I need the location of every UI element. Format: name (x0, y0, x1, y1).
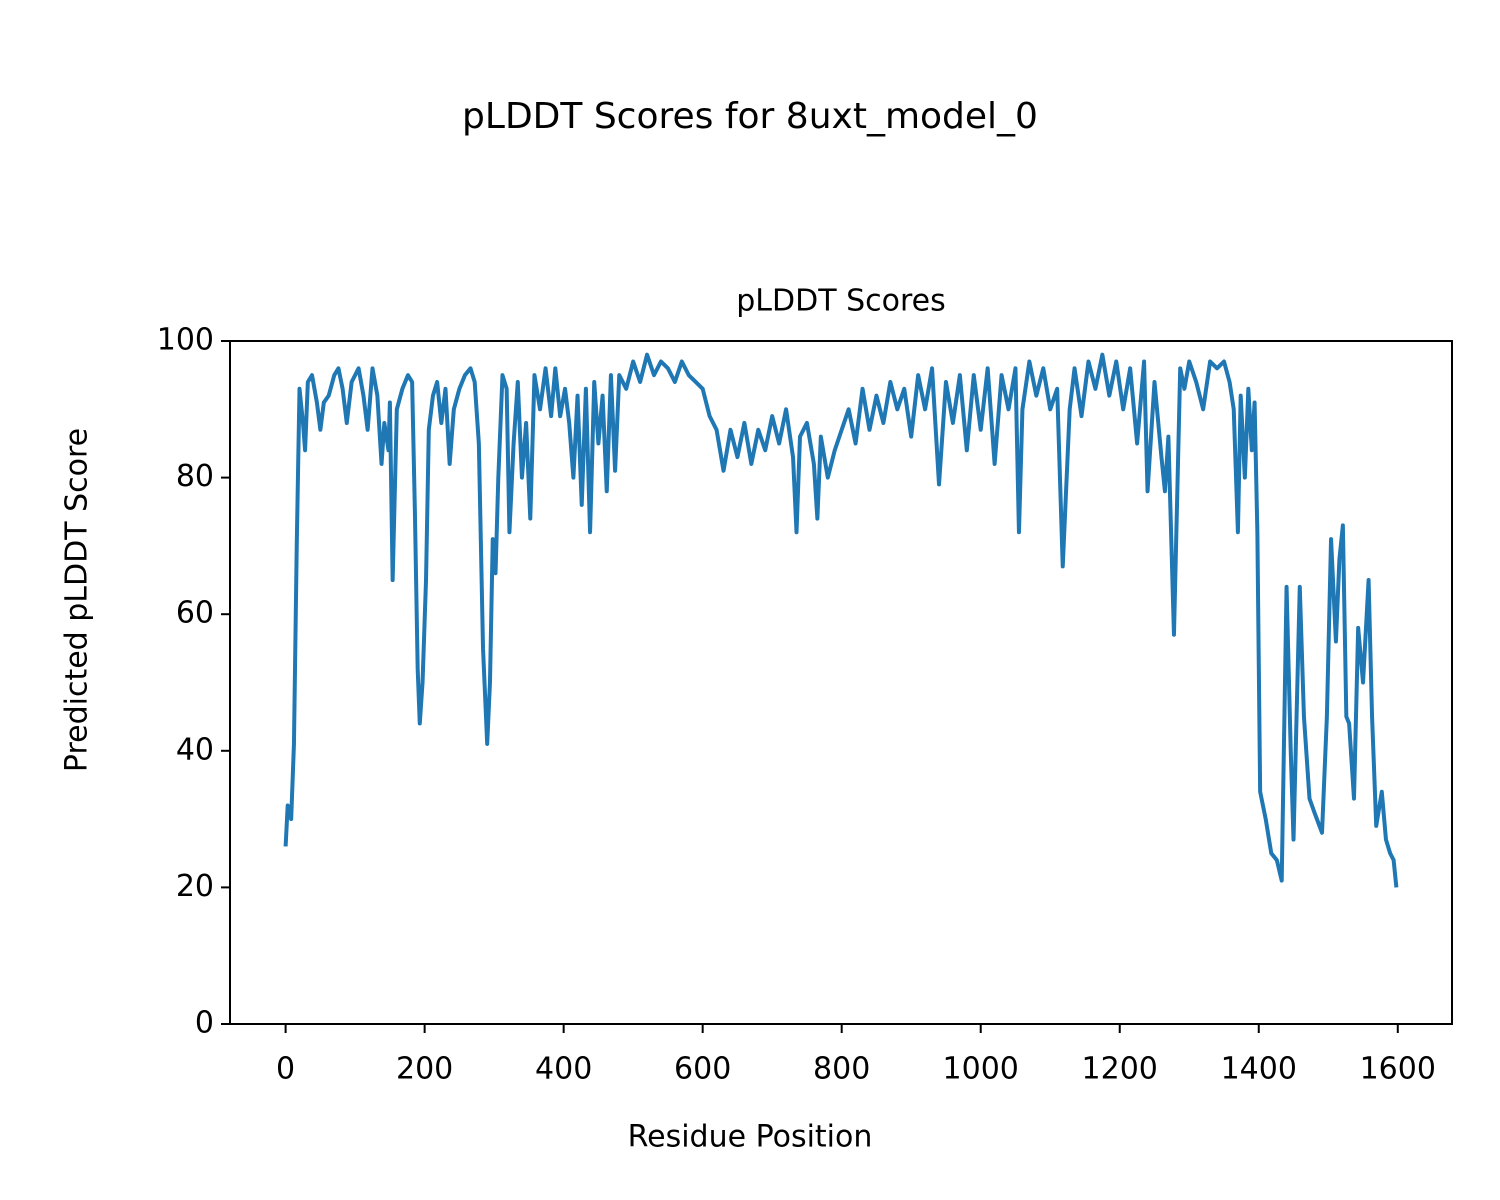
y-axis-label: Predicted pLDDT Score (60, 428, 95, 772)
y-tick-label: 40 (176, 732, 214, 767)
data-line (283, 352, 1399, 888)
y-tick-label: 60 (176, 596, 214, 631)
x-tick-label: 1200 (1082, 1052, 1158, 1087)
x-tick-label: 1400 (1221, 1052, 1297, 1087)
y-tick-label: 100 (157, 323, 214, 358)
y-tick-label: 0 (195, 1006, 214, 1041)
x-tick-label: 1000 (943, 1052, 1019, 1087)
x-axis-label: Residue Position (628, 1120, 873, 1155)
chart-title: pLDDT Scores for 8uxt_model_0 (462, 96, 1038, 137)
x-tick-label: 400 (535, 1052, 592, 1087)
x-tick-label: 200 (396, 1052, 453, 1087)
x-tick-label: 0 (276, 1052, 295, 1087)
y-tick-label: 80 (176, 459, 214, 494)
x-tick-label: 800 (813, 1052, 870, 1087)
x-tick-label: 1600 (1360, 1052, 1436, 1087)
x-tick-label: 600 (674, 1052, 731, 1087)
axes-title: pLDDT Scores (736, 284, 945, 319)
y-tick-label: 20 (176, 869, 214, 904)
plot-frame (229, 340, 1453, 1025)
